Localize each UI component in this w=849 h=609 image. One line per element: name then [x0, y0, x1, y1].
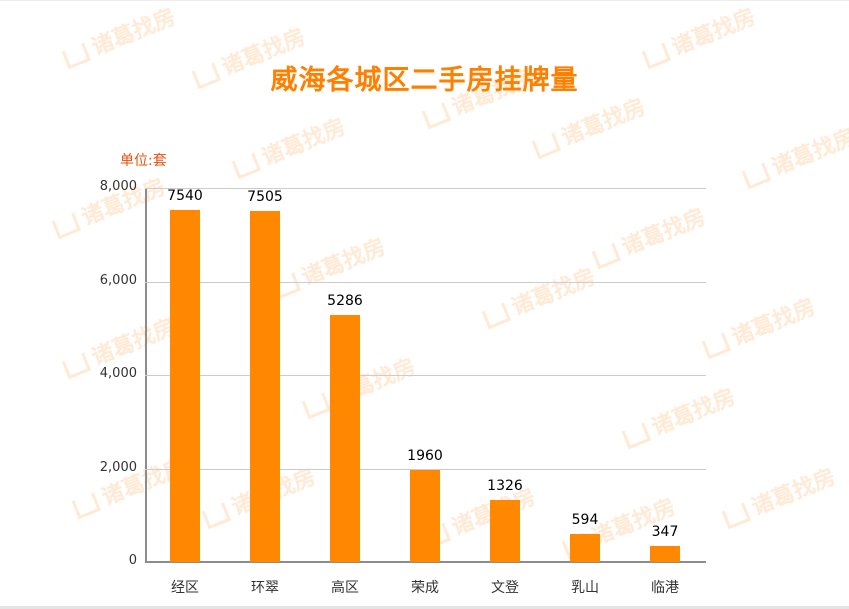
bar[interactable] — [250, 211, 280, 562]
unit-label: 单位:套 — [120, 153, 167, 169]
x-axis-line — [145, 561, 706, 563]
gridline — [145, 188, 706, 189]
x-tick-label: 高区 — [331, 580, 359, 596]
bar-value-label: 347 — [651, 523, 679, 540]
x-tick-label: 荣成 — [411, 580, 439, 596]
bar[interactable] — [410, 470, 440, 562]
x-tick-label: 临港 — [651, 580, 679, 596]
y-tick-label: 2,000 — [99, 459, 137, 475]
bar[interactable] — [170, 209, 200, 562]
gridline — [145, 375, 706, 376]
gridline — [145, 468, 706, 470]
bar-value-label: 7540 — [167, 187, 203, 204]
bar[interactable] — [570, 534, 600, 562]
plot-area: 7540 7505 5286 1960 1326 594 347 — [145, 187, 706, 563]
y-tick-label: 6,000 — [99, 272, 137, 288]
bar-value-label: 1326 — [487, 478, 523, 494]
bar[interactable] — [650, 545, 680, 562]
x-tick-label: 经区 — [171, 580, 199, 596]
bar-value-label: 5286 — [327, 292, 363, 309]
gridline — [145, 281, 706, 283]
y-tick-label: 0 — [128, 553, 137, 568]
x-tick-label: 环翠 — [251, 580, 279, 596]
chart-title: 威海各城区二手房挂牌量 — [270, 65, 579, 96]
bar[interactable] — [330, 314, 360, 562]
bar-value-label: 594 — [571, 512, 599, 529]
x-tick-label: 文登 — [491, 580, 519, 596]
y-tick-label: 4,000 — [99, 366, 137, 381]
bar[interactable] — [490, 500, 520, 562]
bar-value-label: 7505 — [247, 189, 283, 206]
y-tick-label: 8,000 — [99, 179, 137, 194]
x-tick-label: 乳山 — [571, 580, 599, 596]
bar-value-label: 1960 — [407, 448, 443, 465]
